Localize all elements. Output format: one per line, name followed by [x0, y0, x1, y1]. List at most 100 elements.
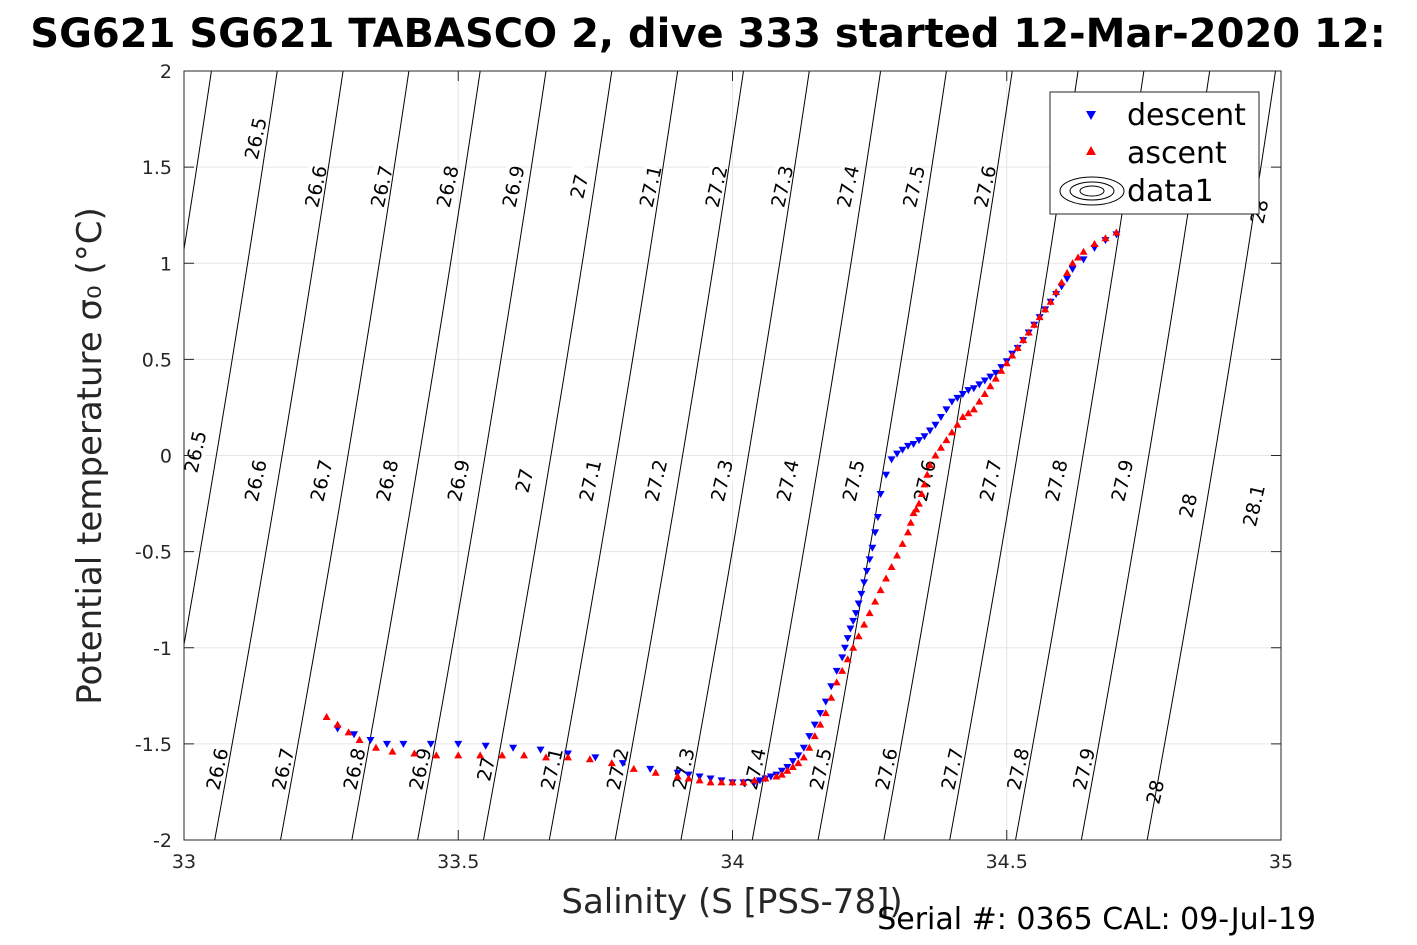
ascent-point [1057, 278, 1066, 286]
ascent-point [953, 420, 962, 428]
contour-label-text: 27 [473, 755, 500, 784]
density-contour-label: 28 [1172, 483, 1203, 528]
ascent-point [333, 720, 342, 728]
y-axis-label: Potential temperature σ₀ (°C) [70, 207, 110, 705]
contour-label-bg [371, 458, 403, 503]
ascent-point [777, 770, 786, 778]
contour-label-bg [805, 746, 836, 791]
ascent-point [975, 397, 984, 405]
ascent-point [997, 366, 1006, 374]
ascent-point [695, 776, 704, 784]
contour-label-bg [602, 746, 633, 791]
contour-label-bg [837, 458, 869, 503]
descent-point [980, 377, 989, 385]
ascent-point [906, 518, 915, 526]
ascent-point [904, 528, 913, 536]
ascent-point [1019, 336, 1028, 344]
legend-ascent-marker [1086, 146, 1096, 155]
descent-point [893, 450, 902, 458]
contour-label-bg [300, 164, 331, 209]
contour-label-bg [240, 458, 271, 503]
ascent-point [1041, 305, 1050, 313]
density-contour-label: 27.5 [898, 163, 930, 210]
ascent-point [607, 759, 616, 767]
descent-point [366, 737, 375, 745]
density-contour-line [548, 71, 679, 840]
ascent-point [410, 749, 419, 757]
ascent-point [843, 655, 852, 663]
descent-point [914, 437, 923, 445]
ascent-point [986, 382, 995, 390]
ascent-point [980, 389, 989, 397]
contour-label-bg [443, 458, 474, 503]
descent-point [805, 733, 814, 741]
ascent-point [585, 755, 594, 763]
y-tick-label: -0.5 [135, 542, 172, 564]
density-contour-line [280, 71, 410, 840]
ascent-point [1112, 228, 1121, 236]
data-series [322, 228, 1121, 787]
ascent-point [520, 751, 529, 759]
descent-point [925, 427, 934, 435]
density-contour-line [214, 71, 344, 840]
descent-point [876, 490, 885, 498]
ascent-point [651, 768, 660, 776]
descent-point [898, 446, 907, 454]
density-contour-label: 28 [1139, 769, 1171, 814]
density-contour-line [184, 71, 212, 253]
descent-point [871, 529, 880, 537]
ascent-point [344, 728, 353, 736]
descent-point [591, 754, 600, 762]
descent-point [936, 414, 945, 422]
x-tick-label: 33 [172, 851, 196, 873]
chart-title: SG621 SG621 TABASCO 2, dive 333 started … [30, 11, 1385, 57]
ascent-point [1079, 247, 1088, 255]
descent-point [953, 394, 962, 402]
descent-point [755, 777, 764, 785]
descent-point [794, 752, 803, 760]
legend-ascent-label: ascent [1127, 136, 1227, 171]
descent-point [810, 721, 819, 729]
descent-point [887, 456, 896, 464]
descent-point [969, 385, 978, 393]
ascent-point [799, 753, 808, 761]
density-contour-label: 27.8 [1040, 458, 1073, 504]
contour-label-bg [700, 164, 732, 209]
density-contour-line [417, 71, 547, 840]
ascent-point [810, 732, 819, 740]
descent-point [382, 740, 391, 748]
contour-label-bg [305, 458, 337, 503]
legend: descent ascent data1 [1049, 91, 1260, 215]
contour-label-text: 27 [512, 466, 539, 495]
contour-label-bg [772, 458, 803, 503]
ascent-point [1024, 328, 1033, 336]
descent-point [865, 556, 874, 564]
descent-point [854, 600, 863, 608]
contour-label-bg [508, 458, 540, 503]
contour-label-bg [366, 164, 397, 209]
contour-label-bg [201, 746, 233, 791]
descent-point [426, 740, 435, 748]
ascent-point [476, 751, 485, 759]
ascent-point [893, 551, 902, 559]
contour-label-bg [1238, 483, 1269, 528]
y-tick-label: -2 [153, 830, 172, 852]
descent-point [454, 740, 463, 748]
ascent-point [849, 643, 858, 651]
ascent-point [794, 759, 803, 767]
density-contour-label: 26.6 [201, 746, 233, 792]
density-contour-line [680, 71, 810, 840]
descent-point [873, 514, 882, 522]
contour-label-text: 28 [1175, 491, 1202, 520]
contour-label-bg [975, 458, 1006, 503]
legend-box [1049, 91, 1260, 215]
contour-label-bg [184, 429, 211, 474]
descent-point [931, 421, 940, 429]
density-contour-line [614, 71, 744, 840]
descent-point [840, 644, 849, 652]
descent-point [857, 590, 866, 598]
density-contour-line [751, 71, 882, 840]
ascent-point [865, 609, 874, 617]
contour-label-bg [1068, 746, 1099, 791]
